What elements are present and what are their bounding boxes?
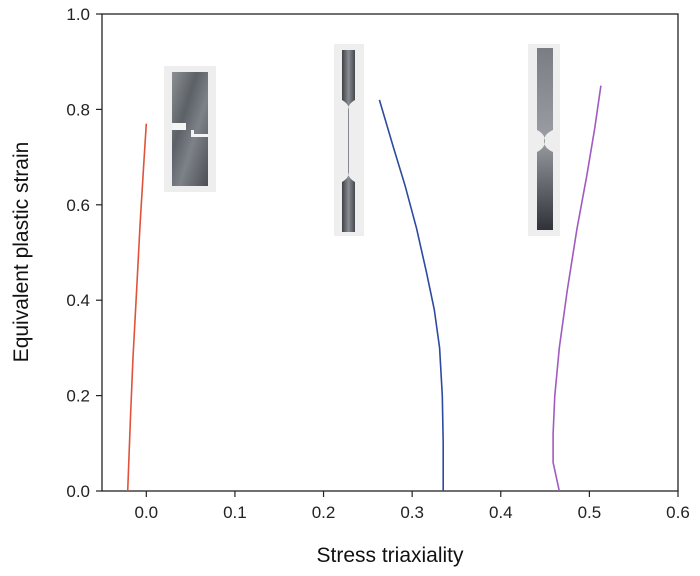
y-tick-label: 0.4 [66, 291, 90, 310]
specimen-photos [164, 44, 560, 236]
shear-notch [172, 123, 208, 137]
series-line-1 [126, 123, 148, 492]
series-line-3 [552, 85, 602, 492]
y-tick-label: 0.0 [66, 482, 90, 501]
x-tick-label: 0.5 [578, 503, 602, 522]
x-tick-label: 0.1 [223, 503, 247, 522]
axis-ticks: 0.0 0.1 0.2 0.3 0.4 0.5 0.6 0.0 0.2 0.4 0.6 0.8 1.0 [66, 5, 689, 522]
x-tick-label: 0.3 [400, 503, 424, 522]
y-axis-title: Equivalent plastic strain [10, 142, 33, 363]
y-tick-label: 0.8 [66, 100, 90, 119]
specimen-body [342, 50, 355, 232]
x-tick-label: 0.6 [666, 503, 690, 522]
x-tick-label: 0.4 [489, 503, 513, 522]
series-line-2 [378, 99, 445, 491]
y-tick-label: 0.6 [66, 196, 90, 215]
y-tick-label: 1.0 [66, 5, 90, 24]
plot-frame [101, 13, 679, 492]
notched-round-specimen-photo [528, 44, 560, 236]
y-tick-label: 0.2 [66, 387, 90, 406]
x-tick-label: 0.2 [312, 503, 336, 522]
notched-shear-specimen-photo [164, 66, 216, 192]
notched-tensile-specimen-photo [334, 44, 364, 236]
x-tick-label: 0.0 [134, 503, 158, 522]
series-lines [126, 85, 602, 492]
x-axis-title: Stress triaxiality [316, 544, 464, 567]
specimen-body [537, 48, 553, 230]
